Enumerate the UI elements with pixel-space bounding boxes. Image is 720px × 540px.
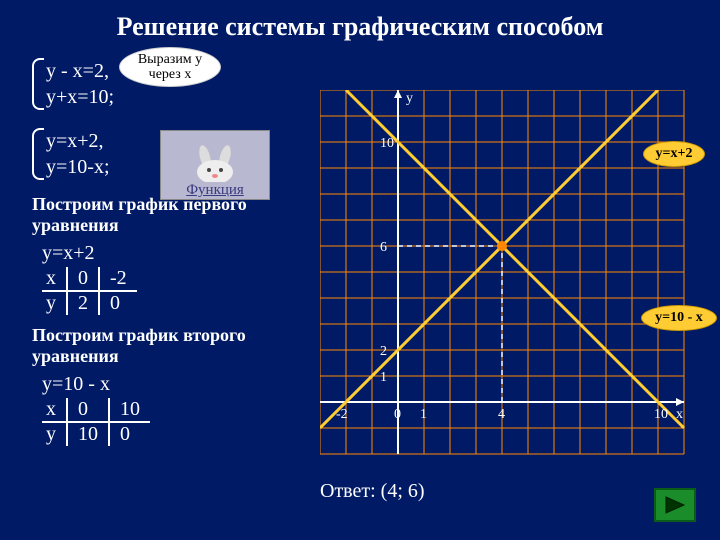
svg-text:x: x — [676, 407, 683, 422]
equation-b: y=10 - x — [42, 373, 312, 396]
table-cell: 10 — [109, 398, 150, 422]
table-cell: y — [42, 422, 67, 446]
play-icon — [664, 495, 686, 515]
system-original: y - x=2, y+x=10; — [32, 58, 312, 110]
table-cell: 10 — [67, 422, 109, 446]
table-cell: 2 — [67, 291, 99, 315]
svg-text:2: 2 — [380, 344, 387, 359]
table-cell: x — [42, 398, 67, 422]
system1-eq1: y - x=2, — [46, 58, 312, 84]
graph-svg: -2 0 1 4 10 1 2 6 10 x y — [320, 90, 700, 470]
build-second-caption: Построим график второго уравнения — [32, 325, 312, 367]
next-button[interactable] — [654, 488, 696, 522]
bunny-image-box: Функция — [160, 130, 270, 200]
table-cell: 0 — [67, 398, 109, 422]
svg-text:1: 1 — [380, 370, 387, 385]
svg-text:y: y — [406, 91, 413, 106]
page-title: Решение системы графическим способом — [0, 12, 720, 42]
table-b: x010 y100 — [42, 398, 150, 446]
brace-icon — [32, 58, 44, 110]
table-cell: 0 — [67, 267, 99, 291]
svg-text:4: 4 — [498, 407, 505, 422]
brace-icon — [32, 128, 44, 180]
table-cell: x — [42, 267, 67, 291]
table-a: x0-2 y20 — [42, 267, 137, 315]
table-cell: 0 — [109, 422, 150, 446]
bunny-icon — [185, 142, 245, 182]
left-column: y - x=2, y+x=10; y=x+2, y=10-x; Построим… — [32, 58, 312, 456]
svg-text:0: 0 — [394, 407, 401, 422]
line2-label-cloud: y=10 - x — [642, 306, 716, 330]
table-cell: 0 — [99, 291, 137, 315]
svg-text:-2: -2 — [336, 407, 348, 422]
table-cell: y — [42, 291, 67, 315]
equation-a: y=x+2 — [42, 242, 312, 265]
graph: -20141012610xy y=x+2 y=10 - x — [320, 90, 700, 470]
line1-label-cloud: y=x+2 — [644, 142, 704, 166]
system1-eq2: y+x=10; — [46, 84, 312, 110]
table-cell: -2 — [99, 267, 137, 291]
svg-text:1: 1 — [420, 407, 427, 422]
svg-text:10: 10 — [380, 136, 394, 151]
answer-text: Ответ: (4; 6) — [320, 480, 425, 503]
svg-text:10: 10 — [654, 407, 668, 422]
build-first-caption: Построим график первого уравнения — [32, 194, 312, 236]
svg-text:6: 6 — [380, 240, 387, 255]
bunny-caption: Функция — [186, 182, 244, 199]
